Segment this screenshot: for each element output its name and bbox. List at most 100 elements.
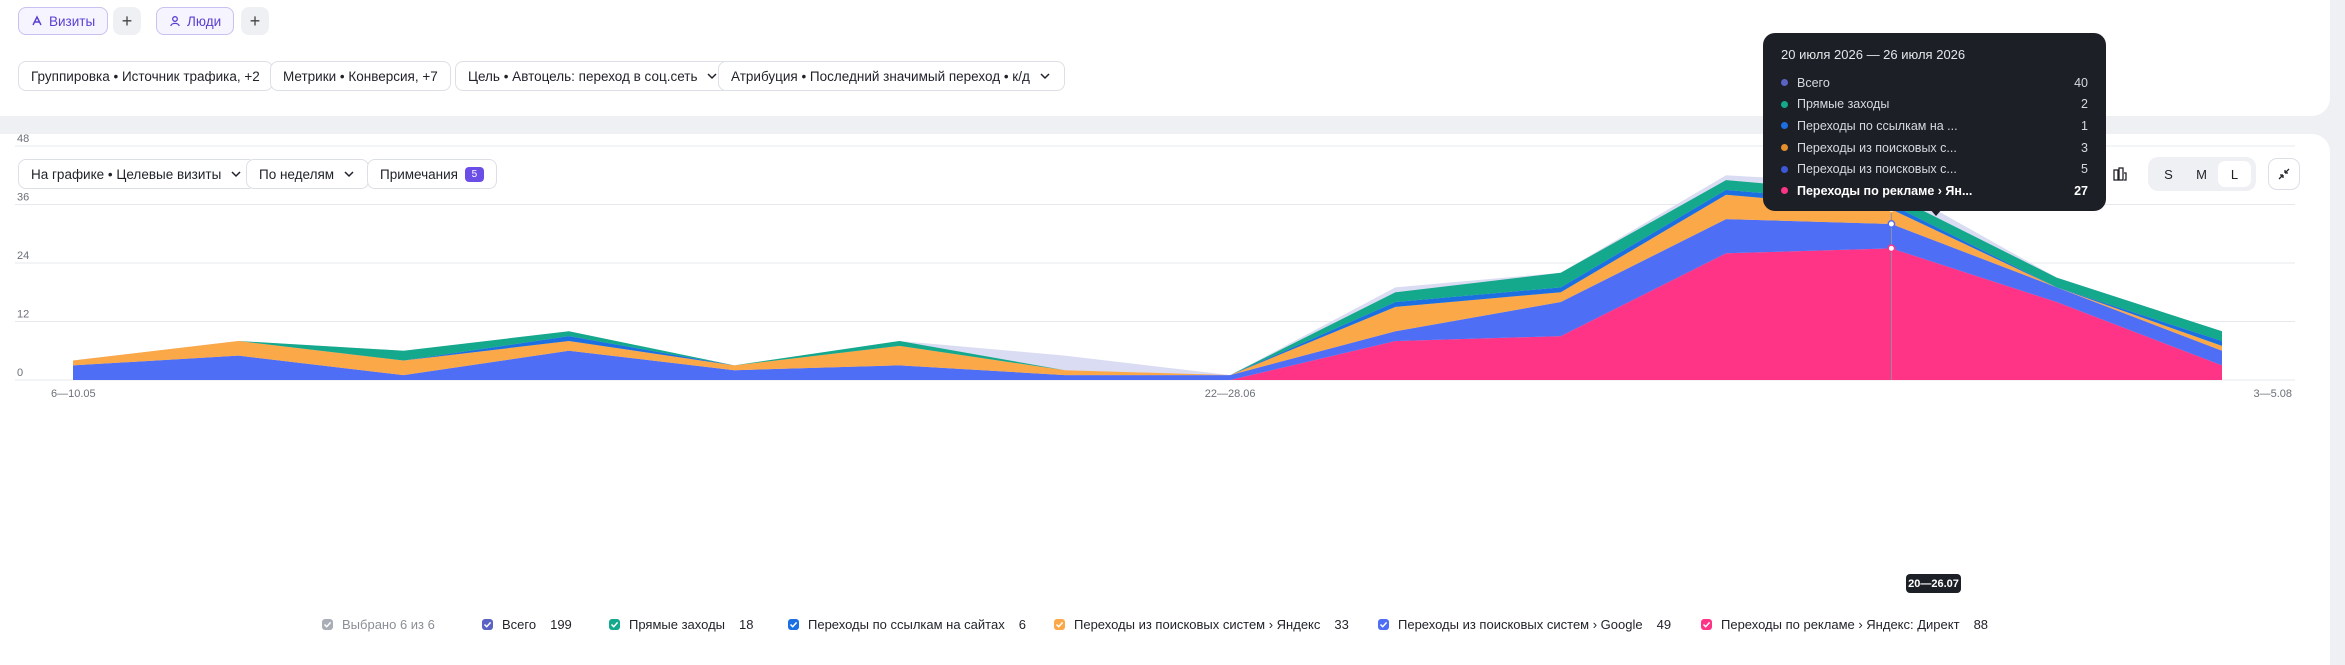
visits-icon [32, 15, 42, 26]
legend-item-label: Переходы из поисковых систем › Яндекс [1074, 617, 1321, 632]
tooltip-row-label: Всего [1797, 75, 1830, 90]
legend-item[interactable]: Переходы по рекламе › Яндекс: Директ 88 [1701, 617, 1988, 632]
collapse-icon [2278, 168, 2290, 180]
y-tick-label: 24 [17, 250, 29, 262]
notes-count-badge: 5 [464, 166, 484, 182]
tooltip-row: Переходы из поисковых с... 3 [1781, 137, 2088, 159]
legend-item-label: Прямые заходы [629, 617, 726, 632]
y-tick-label: 48 [17, 134, 29, 145]
legend-item-label: Переходы по ссылкам на сайтах [808, 617, 1005, 632]
series-dot-icon [1781, 144, 1788, 152]
legend-item-value: 18 [739, 617, 754, 632]
x-axis-highlight-label: 20—26.07 [1906, 574, 1961, 593]
tooltip-row-value: 40 [2074, 75, 2088, 90]
legend-selected-toggle[interactable]: Выбрано 6 из 6 [322, 617, 435, 632]
y-tick-label: 12 [17, 309, 29, 321]
plus-icon: + [121, 10, 133, 31]
legend-item-label: Всего [502, 617, 537, 632]
tooltip-row-value: 1 [2081, 118, 2088, 133]
hover-point-ads [1887, 244, 1896, 253]
tooltip-row-label: Переходы по рекламе › Ян... [1797, 183, 1973, 198]
tooltip-row-label: Переходы из поисковых с... [1797, 162, 1957, 177]
tooltip-row: Переходы из поисковых с... 5 [1781, 158, 2088, 180]
tooltip-row-label: Прямые заходы [1797, 97, 1890, 112]
legend-item[interactable]: Всего 199 [482, 617, 572, 632]
legend-item-value: 6 [1018, 617, 1026, 632]
tooltip-row-value: 5 [2081, 162, 2088, 177]
series-dot-icon [1781, 165, 1788, 173]
tooltip-row-label: Переходы по ссылкам на ... [1797, 118, 1958, 133]
chart-metric-select[interactable]: На графике • Целевые визиты [18, 159, 257, 189]
chart-metric-label: На графике • Целевые визиты [31, 166, 222, 182]
chevron-down-icon [707, 73, 718, 80]
plus-icon: + [249, 10, 261, 31]
tooltip-row: Всего 40 [1781, 72, 2088, 94]
chart-size-toggle: S M L [2148, 157, 2256, 191]
checkbox-icon [1378, 619, 1389, 630]
legend-selected-label: Выбрано 6 из 6 [342, 617, 435, 632]
legend-item[interactable]: Переходы из поисковых систем › Яндекс 33 [1054, 617, 1349, 632]
series-dot-icon [1781, 100, 1788, 108]
legend-item-label: Переходы из поисковых систем › Google [1398, 617, 1643, 632]
series-dot-icon [1781, 187, 1788, 195]
y-tick-label: 0 [17, 367, 23, 379]
segment-visits-label: Визиты [49, 13, 96, 29]
attribution-filter[interactable]: Атрибуция • Последний значимый переход •… [718, 61, 1065, 91]
chart-type-button[interactable] [2104, 158, 2136, 190]
tooltip-arrow [1929, 208, 1943, 216]
legend-item[interactable]: Переходы из поисковых систем › Google 49 [1378, 617, 1671, 632]
series-area-ads [73, 248, 2222, 380]
notes-label: Примечания [380, 166, 458, 182]
period-label: По неделям [259, 166, 335, 182]
chevron-down-icon [1040, 73, 1050, 80]
tooltip-title: 20 июля 2026 — 26 июля 2026 [1781, 47, 1966, 62]
size-s-button[interactable]: S [2164, 166, 2173, 182]
checkbox-icon [788, 619, 799, 630]
person-icon [170, 16, 180, 27]
legend-item-value: 88 [1973, 617, 1989, 632]
tooltip-rows: Всего 40 Прямые заходы 2 Переходы по ссы… [1781, 72, 2088, 202]
y-tick-label: 36 [17, 192, 29, 204]
segment-people-chip[interactable]: Люди [156, 7, 235, 35]
checkbox-icon [1701, 619, 1712, 630]
hover-point-google_search [1887, 220, 1896, 228]
goal-filter-label: Цель • Автоцель: переход в соц.сеть [468, 68, 698, 84]
legend-item-label: Переходы по рекламе › Яндекс: Директ [1721, 617, 1960, 632]
series-area-yandex_search [73, 194, 2222, 376]
tooltip-row-label: Переходы из поисковых с... [1797, 140, 1957, 155]
legend-item[interactable]: Прямые заходы 18 [609, 617, 753, 632]
legend-item[interactable]: Переходы по ссылкам на сайтах 6 [788, 617, 1026, 632]
tooltip-row: Прямые заходы 2 [1781, 94, 2088, 116]
series-dot-icon [1781, 122, 1788, 130]
add-people-segment-button[interactable]: + [241, 7, 269, 35]
legend-item-value: 199 [550, 617, 572, 632]
metrics-filter[interactable]: Метрики • Конверсия, +7 [270, 61, 451, 91]
tooltip-row-value: 2 [2081, 97, 2088, 112]
grouping-filter-label: Группировка • Источник трафика, +2 [31, 68, 260, 84]
grouping-filter[interactable]: Группировка • Источник трафика, +2 [18, 61, 273, 91]
tooltip-row: Переходы по рекламе › Ян... 27 [1781, 180, 2088, 202]
x-tick-label: 3—5.08 [2253, 388, 2292, 400]
legend-item-value: 49 [1656, 617, 1672, 632]
tooltip-row: Переходы по ссылкам на ... 1 [1781, 115, 2088, 137]
chart-tooltip: 20 июля 2026 — 26 июля 2026 Всего 40 Пря… [1763, 33, 2106, 211]
collapse-chart-button[interactable] [2268, 158, 2300, 190]
size-m-button[interactable]: M [2196, 166, 2207, 182]
x-tick-label: 22—28.06 [1205, 388, 1256, 400]
add-visits-segment-button[interactable]: + [113, 7, 141, 35]
checkbox-icon [609, 619, 620, 630]
chart-type-icon [2113, 167, 2127, 181]
goal-filter[interactable]: Цель • Автоцель: переход в соц.сеть [455, 61, 733, 91]
checkbox-icon [1054, 619, 1065, 630]
size-l-button[interactable]: L [2218, 161, 2251, 187]
legend-item-value: 33 [1334, 617, 1349, 632]
notes-button[interactable]: Примечания 5 [367, 159, 497, 189]
chart-area[interactable]: 48 36 24 12 0 6—10.05 22—28.06 3—5.08 [0, 134, 2330, 604]
segment-visits-chip[interactable]: Визиты [18, 7, 109, 35]
tooltip-row-value: 3 [2081, 140, 2088, 155]
tooltip-row-value: 27 [2074, 183, 2088, 198]
checkbox-icon [322, 619, 333, 630]
series-area-google_search [73, 219, 2222, 380]
metrics-filter-label: Метрики • Конверсия, +7 [283, 68, 438, 84]
segment-people-label: Люди [187, 13, 222, 29]
